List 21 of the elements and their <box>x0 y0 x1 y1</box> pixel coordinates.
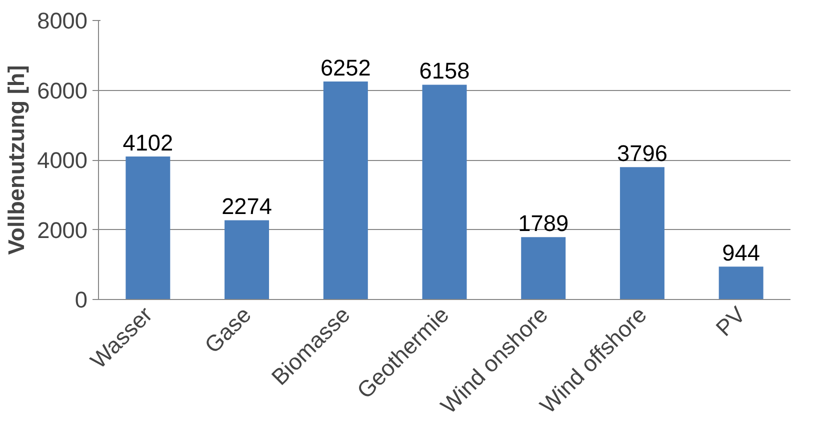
bar <box>422 84 467 300</box>
bar <box>323 81 368 300</box>
y-tick-label: 4000 <box>37 147 88 173</box>
data-label: 3796 <box>617 140 668 166</box>
y-axis-title: Vollbenutzung [h] <box>3 65 30 255</box>
bar <box>620 167 664 300</box>
data-label: 1789 <box>518 210 569 236</box>
data-label: 944 <box>722 240 760 266</box>
data-label: 6252 <box>320 54 371 80</box>
y-tick-label: 0 <box>74 286 88 312</box>
bar <box>521 237 566 300</box>
y-tick-label: 6000 <box>37 77 88 104</box>
data-label: 4102 <box>122 129 174 156</box>
data-label: 2274 <box>222 193 272 220</box>
bar <box>718 266 764 300</box>
y-tick-label: 8000 <box>37 8 88 34</box>
y-tick-label: 2000 <box>37 216 88 243</box>
x-tick-label: PV <box>710 300 751 342</box>
bar <box>224 220 270 300</box>
data-label: 6158 <box>419 58 470 84</box>
bar <box>126 156 170 300</box>
